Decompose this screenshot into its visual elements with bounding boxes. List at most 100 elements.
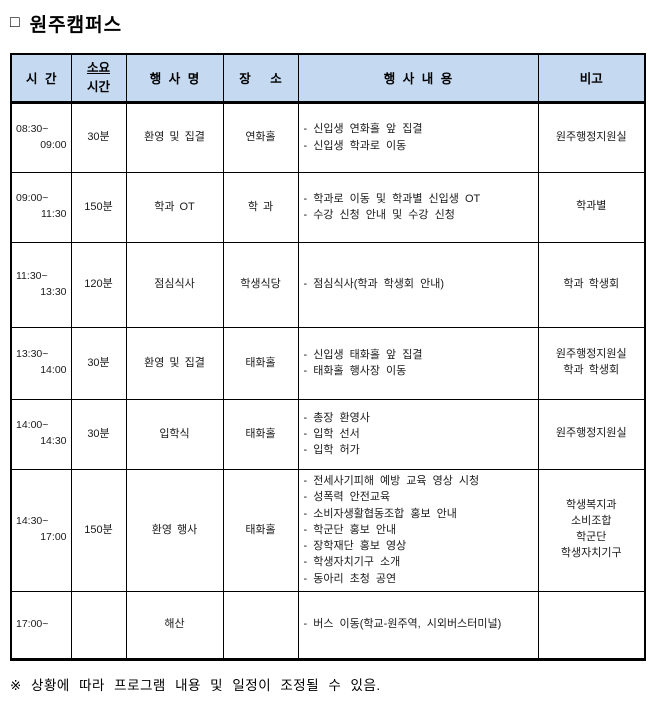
place-cell: 연화홀 xyxy=(222,101,299,173)
detail-line: - 입학 허가 xyxy=(303,444,360,457)
note-line: 학과별 xyxy=(576,200,607,213)
time-start: 08:30~ xyxy=(16,122,49,135)
time-end: 13:30 xyxy=(40,285,67,298)
header-note: 비고 xyxy=(537,53,646,104)
table-row: 17:00~ 해산 - 버스 이동(학교-원주역, 시외버스터미널) xyxy=(10,590,646,661)
note-line: 학생복지과 xyxy=(565,499,617,512)
event-name-cell: 환영 및 집결 xyxy=(125,326,224,400)
time-cell: 11:30~ 13:30 xyxy=(10,241,72,328)
note-cell: 학과 학생회 xyxy=(537,241,646,328)
time-cell: 14:00~ 14:30 xyxy=(10,398,72,470)
table-row: 08:30~ 09:00 30분 환영 및 집결 연화홀 - 신입생 연화홀 앞… xyxy=(10,101,646,173)
header-duration-line2: 시간 xyxy=(86,79,110,94)
details-cell: - 전세사기피해 예방 교육 영상 시청 - 성폭력 안전교육 - 소비자생활협동조… xyxy=(297,468,539,592)
header-place: 장 소 xyxy=(222,53,299,104)
table-row: 14:00~ 14:30 30분 입학식 태화홀 - 총장 환영사 - 입학 선서… xyxy=(10,398,646,470)
event-name-cell: 학과 OT xyxy=(125,171,224,243)
detail-line: - 총장 환영사 xyxy=(303,411,370,424)
duration-cell: 30분 xyxy=(70,101,127,173)
details-cell: - 신입생 태화홀 앞 집결 - 태화홀 행사장 이동 xyxy=(297,326,539,400)
footnote: ※ 상황에 따라 프로그램 내용 및 일정이 조정될 수 있음. xyxy=(10,677,381,693)
place-cell: 태화홀 xyxy=(222,398,299,470)
event-name-cell: 환영 행사 xyxy=(125,468,224,592)
duration-cell: 120분 xyxy=(70,241,127,328)
note-line: 원주행정지원실 xyxy=(555,427,627,440)
detail-line: - 성폭력 안전교육 xyxy=(303,491,391,504)
place-cell: 태화홀 xyxy=(222,468,299,592)
table-row: 13:30~ 14:00 30분 환영 및 집결 태화홀 - 신입생 태화홀 앞… xyxy=(10,326,646,400)
detail-line: - 학생자치기구 소개 xyxy=(303,556,401,569)
details-cell: - 총장 환영사 - 입학 선서 - 입학 허가 xyxy=(297,398,539,470)
event-name-cell: 환영 및 집결 xyxy=(125,101,224,173)
event-name-cell: 점심식사 xyxy=(125,241,224,328)
header-time: 시 간 xyxy=(10,53,72,104)
time-cell: 17:00~ xyxy=(10,590,72,661)
note-cell xyxy=(537,590,646,661)
header-event: 행 사 명 xyxy=(125,53,224,104)
note-cell: 학생복지과 소비조합 학군단 학생자치기구 xyxy=(537,468,646,592)
duration-cell: 30분 xyxy=(70,326,127,400)
note-line: 소비조합 xyxy=(571,515,612,528)
header-duration-line1: 소요 xyxy=(86,61,110,75)
duration-cell: 30분 xyxy=(70,398,127,470)
details-cell: - 점심식사(학과 학생회 안내) xyxy=(297,241,539,328)
note-cell: 원주행정지원실 xyxy=(537,101,646,173)
detail-line: - 점심식사(학과 학생회 안내) xyxy=(303,278,444,291)
schedule-table-body: 08:30~ 09:00 30분 환영 및 집결 연화홀 - 신입생 연화홀 앞… xyxy=(10,101,646,661)
place-cell: 학생식당 xyxy=(222,241,299,328)
time-start: 14:30~ xyxy=(16,515,49,528)
time-start: 11:30~ xyxy=(16,269,48,282)
detail-line: - 버스 이동(학교-원주역, 시외버스터미널) xyxy=(303,618,502,631)
time-cell: 08:30~ 09:00 xyxy=(10,101,72,173)
note-line: 학군단 xyxy=(576,531,607,543)
time-end: 11:30 xyxy=(41,208,67,220)
duration-cell: 150분 xyxy=(70,468,127,592)
detail-line: - 소비자생활협동조합 홍보 안내 xyxy=(303,507,457,520)
page-title-row: □ 원주캠퍼스 xyxy=(10,10,642,37)
detail-line: - 학군단 홍보 안내 xyxy=(303,523,397,536)
time-cell: 14:30~ 17:00 xyxy=(10,468,72,592)
duration-cell xyxy=(70,590,127,661)
detail-line: - 신입생 학과로 이동 xyxy=(303,139,407,152)
table-row: 11:30~ 13:30 120분 점심식사 학생식당 - 점심식사(학과 학생… xyxy=(10,241,646,328)
time-end: 17:00 xyxy=(40,531,67,543)
time-cell: 09:00~ 11:30 xyxy=(10,171,72,243)
time-start: 09:00~ xyxy=(16,192,49,205)
detail-line: - 수강 신청 안내 및 수강 신청 xyxy=(303,209,455,221)
details-cell: - 신입생 연화홀 앞 집결 - 신입생 학과로 이동 xyxy=(297,101,539,173)
table-row: 14:30~ 17:00 150분 환영 행사 태화홀 - 전세사기피해 예방 … xyxy=(10,468,646,592)
note-line: 학과 학생회 xyxy=(563,277,620,290)
detail-line: - 전세사기피해 예방 교육 영상 시청 xyxy=(303,475,480,488)
detail-line: - 동아리 초청 공연 xyxy=(303,572,397,585)
header-details: 행 사 내 용 xyxy=(297,53,539,104)
note-line: 원주행정지원실 xyxy=(555,348,627,361)
square-bullet-icon: □ xyxy=(10,13,21,31)
detail-line: - 신입생 연화홀 앞 집결 xyxy=(303,123,423,136)
detail-line: - 태화홀 행사장 이동 xyxy=(303,365,407,377)
details-cell: - 버스 이동(학교-원주역, 시외버스터미널) xyxy=(297,590,539,661)
note-line: 원주행정지원실 xyxy=(555,130,627,143)
details-cell: - 학과로 이동 및 학과별 신입생 OT - 수강 신청 안내 및 수강 신청 xyxy=(297,171,539,243)
detail-line: - 신입생 태화홀 앞 집결 xyxy=(303,348,423,361)
time-start: 17:00~ xyxy=(16,617,49,630)
table-row: 09:00~ 11:30 150분 학과 OT 학 과 - 학과로 이동 및 학… xyxy=(10,171,646,243)
time-start: 13:30~ xyxy=(16,348,49,361)
event-name-cell: 입학식 xyxy=(125,398,224,470)
header-duration: 소요 시간 xyxy=(70,53,127,104)
schedule-table: 시 간 소요 시간 행 사 명 장 소 행 사 내 용 비고 08:30~ 09… xyxy=(10,53,646,661)
time-end: 09:00 xyxy=(40,138,67,151)
page-title: 원주캠퍼스 xyxy=(29,15,123,36)
place-cell: 학 과 xyxy=(222,171,299,243)
note-cell: 학과별 xyxy=(537,171,646,243)
duration-cell: 150분 xyxy=(70,171,127,243)
time-cell: 13:30~ 14:00 xyxy=(10,326,72,400)
note-line: 학과 학생회 xyxy=(563,364,620,376)
time-end: 14:30 xyxy=(40,435,67,447)
time-start: 14:00~ xyxy=(16,419,49,432)
place-cell xyxy=(222,590,299,661)
place-cell: 태화홀 xyxy=(222,326,299,400)
header-row: 시 간 소요 시간 행 사 명 장 소 행 사 내 용 비고 xyxy=(10,53,646,104)
note-cell: 원주행정지원실 xyxy=(537,398,646,470)
